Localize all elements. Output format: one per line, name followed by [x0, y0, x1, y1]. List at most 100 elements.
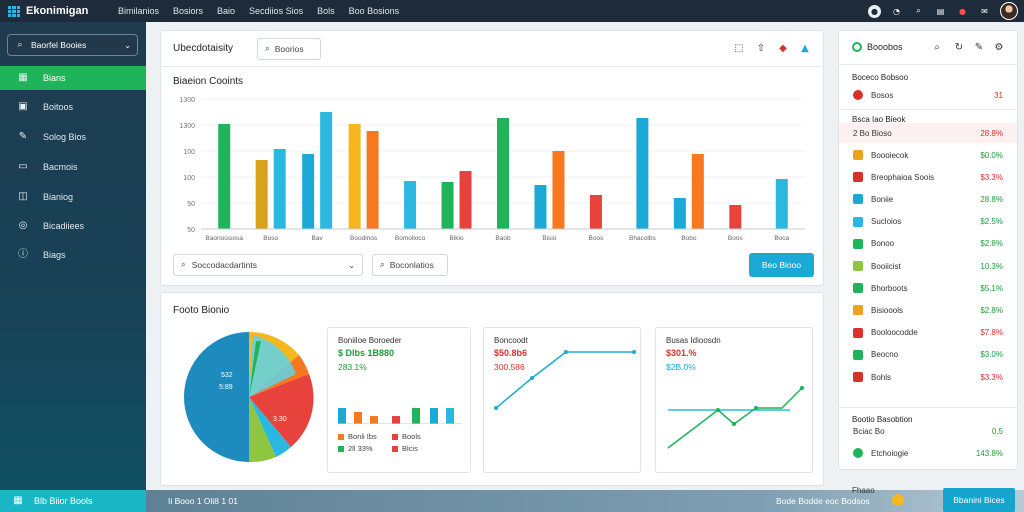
share-icon[interactable]: ⇧ — [756, 43, 766, 54]
x-tick-label: Bhacolbs — [629, 235, 656, 242]
pie-slice — [183, 332, 249, 462]
line-point — [632, 350, 636, 354]
refresh-icon[interactable]: ↻ — [954, 42, 964, 53]
primary-action-button[interactable]: Beo Biooo — [749, 253, 814, 277]
alert-icon[interactable]: ◆ — [779, 43, 787, 54]
list-item-label: Booiicist — [871, 261, 901, 271]
topnav-item[interactable]: Bimilanios — [118, 6, 160, 16]
chart-bar[interactable] — [366, 131, 379, 229]
chart-bar[interactable] — [441, 182, 454, 229]
document-icon[interactable]: ▤ — [936, 6, 945, 16]
crop-icon[interactable]: ⬚ — [734, 43, 744, 54]
mini-bar — [338, 408, 346, 424]
list-item[interactable]: Bciac Bo 0.5 — [839, 421, 1017, 441]
user-icon[interactable]: ▲ — [801, 43, 809, 54]
list-item[interactable]: Beocno $3.0% — [839, 345, 1017, 365]
list-item-highlight[interactable]: 2 Bo Bioso 28.8% — [839, 123, 1017, 143]
x-tick-label: Boca — [774, 235, 789, 242]
chart-select[interactable]: ⌕ Soccodacdartints ⌄ — [173, 254, 363, 276]
compass-icon: ◎ — [18, 220, 28, 231]
chart-bar[interactable] — [348, 124, 361, 229]
chart-bar[interactable] — [497, 118, 509, 229]
category-icon — [853, 261, 863, 271]
list-item[interactable]: Sucloios $2.5% — [839, 212, 1017, 232]
sidebar-item-1[interactable]: ▣ Boitoos — [0, 95, 146, 119]
mail-icon[interactable]: ✉ — [981, 6, 988, 16]
status-right: Bode Bodde eoc Bodsos — [776, 496, 870, 506]
search-icon: ⌕ — [17, 40, 23, 50]
sidebar-item-2[interactable]: ✎ Solog Bios — [0, 125, 146, 149]
list-item[interactable]: Breophaioa Soois $3.3% — [839, 167, 1017, 187]
mini-line-chart — [494, 350, 636, 410]
analytics-card-header: Ubecdotaisity ⌕ Boorios ⬚ ⇧ ◆ ▲ — [161, 31, 823, 67]
filter-button-label: Boconlatios — [389, 260, 434, 270]
app-logo[interactable]: Ekonimigan — [0, 5, 118, 17]
topnav-item[interactable]: Secdiios Sios — [249, 6, 304, 16]
chart-bar[interactable] — [534, 185, 547, 229]
chart-bar[interactable] — [255, 160, 268, 229]
sidebar-item-3[interactable]: ▭ Bacmois — [0, 155, 146, 179]
avatar[interactable] — [1000, 2, 1018, 20]
chart-bar[interactable] — [302, 154, 315, 229]
sidebar-item-label: Bianiog — [43, 192, 74, 202]
chart-bar[interactable] — [404, 181, 417, 229]
list-item[interactable]: Booiicist 10.3% — [839, 256, 1017, 276]
chart-bar[interactable] — [691, 154, 704, 229]
sidebar-item-6[interactable]: ⓘ Biags — [0, 243, 146, 267]
sidebar-item-label: Solog Bios — [43, 132, 87, 142]
topnav-item[interactable]: Baio — [217, 6, 236, 16]
search-icon[interactable]: ⌕ — [934, 42, 940, 53]
chart-bar[interactable] — [636, 118, 649, 229]
chart-bar[interactable] — [729, 205, 742, 229]
topnav-item[interactable]: Boo Bosions — [348, 6, 400, 16]
search-icon[interactable]: ⌕ — [916, 6, 921, 15]
notification-icon[interactable]: ● — [959, 6, 966, 16]
chart-bar[interactable] — [459, 171, 472, 229]
pie-slice — [249, 374, 314, 447]
list-item[interactable]: Boooiecok $0.0% — [839, 145, 1017, 165]
line-point — [494, 406, 498, 410]
list-item[interactable]: Bohls $3.3% — [839, 367, 1017, 387]
chart-bar[interactable] — [775, 179, 788, 229]
list-item[interactable]: Bisioools $2.8% — [839, 300, 1017, 320]
chart-bar[interactable] — [273, 149, 286, 229]
list-item[interactable]: Bonoo $2.8% — [839, 234, 1017, 254]
summary-card-title: Footo Bionio — [173, 305, 230, 316]
list-item-label: Boooiecok — [871, 150, 909, 160]
section-title: Bootio Basobtion — [852, 415, 913, 424]
sidebar-search-select[interactable]: ⌕ Baorfel Booies ⌄ — [7, 34, 138, 56]
search-button[interactable]: ⌕ Boorios — [257, 38, 321, 60]
settings-icon[interactable]: ⚙ — [994, 42, 1004, 53]
sidebar-item-label: Biags — [43, 250, 66, 260]
chart-bar[interactable] — [673, 198, 686, 229]
topnav-item[interactable]: Bols — [317, 6, 335, 16]
line-point — [716, 408, 720, 412]
user-circle-icon[interactable]: ● — [868, 4, 881, 18]
topnav-item[interactable]: Bosiors — [173, 6, 204, 16]
mini-line-chart — [667, 386, 804, 449]
mini-card-2: Boncoodt $50.8b6 300.586 — [483, 327, 641, 473]
chart-bar[interactable] — [552, 151, 565, 229]
chart-bar[interactable] — [320, 112, 333, 229]
x-tick-label: Bomolloco — [395, 235, 426, 242]
edit-icon[interactable]: ✎ — [974, 42, 984, 53]
sidebar-footer[interactable]: ▦ Blb Biior Bools — [0, 490, 146, 512]
list-item[interactable]: Bosos 31 — [839, 85, 1017, 105]
mini-card-title: Boniiloe Boroeder — [338, 336, 402, 345]
filter-button[interactable]: ⌕ Boconlatios — [372, 254, 448, 276]
category-icon — [853, 372, 863, 382]
sidebar-item-4[interactable]: ◫ Bianiog — [0, 185, 146, 209]
sidebar-item-0[interactable]: ▦ Bians — [0, 66, 146, 90]
analytics-card: Ubecdotaisity ⌕ Boorios ⬚ ⇧ ◆ ▲ Biaeion … — [160, 30, 824, 286]
list-item[interactable]: Etchoiogie 143.8% — [839, 443, 1017, 463]
list-item[interactable]: Booloocodde $7.8% — [839, 323, 1017, 343]
chat-icon[interactable]: ◔ — [893, 6, 900, 16]
list-item[interactable]: Bhorboots $5.1% — [839, 278, 1017, 298]
chart-bar[interactable] — [589, 195, 602, 229]
list-item[interactable]: Boniie 28.8% — [839, 189, 1017, 209]
sidebar-item-5[interactable]: ◎ Bicadiiees — [0, 214, 146, 238]
legend-label: Bools — [402, 432, 421, 441]
legend-label: 2ll 33% — [348, 444, 373, 453]
chart-bar[interactable] — [218, 124, 231, 229]
right-panel-action-button[interactable]: Bbanini Bices — [943, 488, 1015, 512]
